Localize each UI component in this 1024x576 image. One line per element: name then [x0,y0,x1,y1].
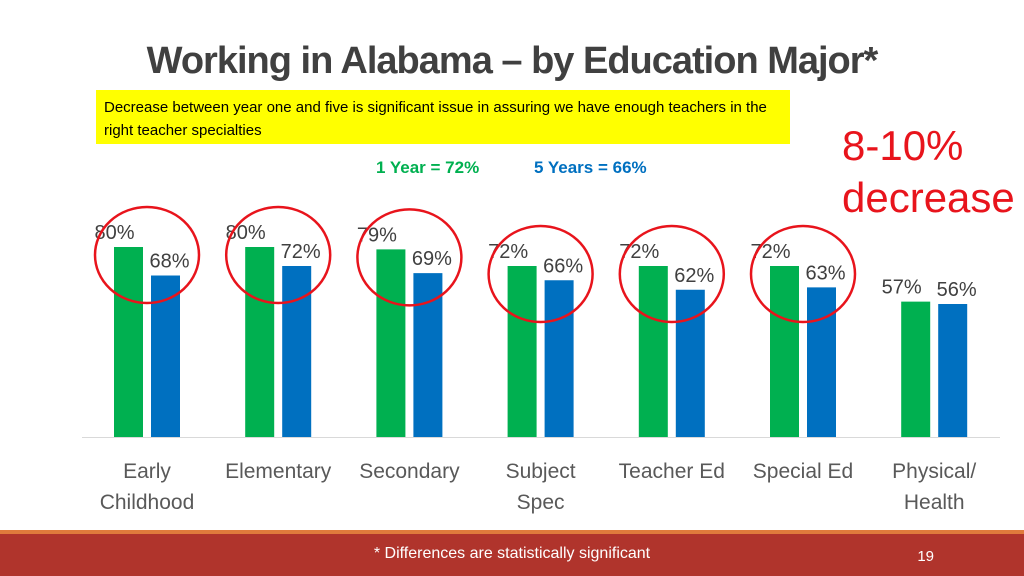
category-label: Special Ed [753,460,853,483]
highlight-circle [749,224,857,324]
bar-chart: 80%68%EarlyChildhood80%72%Elementary79%6… [82,205,1000,514]
bar-year1 [770,266,799,437]
callout-percent: 8-10% [842,122,964,169]
bar-year1 [245,247,275,437]
category-label: Elementary [225,460,332,483]
data-label-year5: 56% [937,279,977,301]
data-label-year5: 72% [281,241,321,263]
bar-year1 [638,266,668,437]
bar-year5 [938,304,968,437]
bar-year1 [376,249,406,437]
summary-1-year: 1 Year = 72% [376,158,480,177]
note-box: Decrease between year one and five is si… [96,90,790,144]
bar-year1 [901,301,931,437]
decrease-callout: 8-10% decrease [842,120,1022,224]
category-label: Secondary [359,460,460,483]
summary-5-year: 5 Years = 66% [534,158,647,177]
category-label: Childhood [100,491,195,514]
data-label-year5: 66% [543,255,583,277]
highlight-circle [618,224,726,324]
bar-year5 [544,280,574,437]
data-label-year1: 57% [882,277,922,299]
highlight-circle [356,208,463,307]
category-label: Subject [506,460,576,483]
bar-year5 [413,273,443,437]
highlight-circle [93,205,201,305]
data-label-year5: 68% [149,251,189,273]
bar-year1 [114,247,143,437]
slide-title: Working in Alabama – by Education Major* [146,40,879,82]
bar-year1 [507,266,537,437]
highlight-circle [487,224,594,324]
callout-word: decrease [842,174,1015,221]
bar-year5 [282,266,312,437]
category-label: Teacher Ed [619,460,725,483]
bar-year5 [807,287,836,437]
footer-divider [0,530,1024,534]
page-number: 19 [917,548,934,565]
category-label: Health [904,491,965,514]
data-label-year5: 69% [412,248,452,270]
category-label: Physical/ [892,460,976,483]
data-label-year5: 62% [674,265,714,287]
footnote: * Differences are statistically signific… [373,545,651,562]
category-label: Early [123,460,171,483]
footer-bar: * Differences are statistically signific… [0,534,1024,576]
data-label-year5: 63% [805,262,845,284]
category-label: Spec [517,491,565,514]
bar-year5 [675,289,705,437]
highlight-circle [224,205,332,305]
